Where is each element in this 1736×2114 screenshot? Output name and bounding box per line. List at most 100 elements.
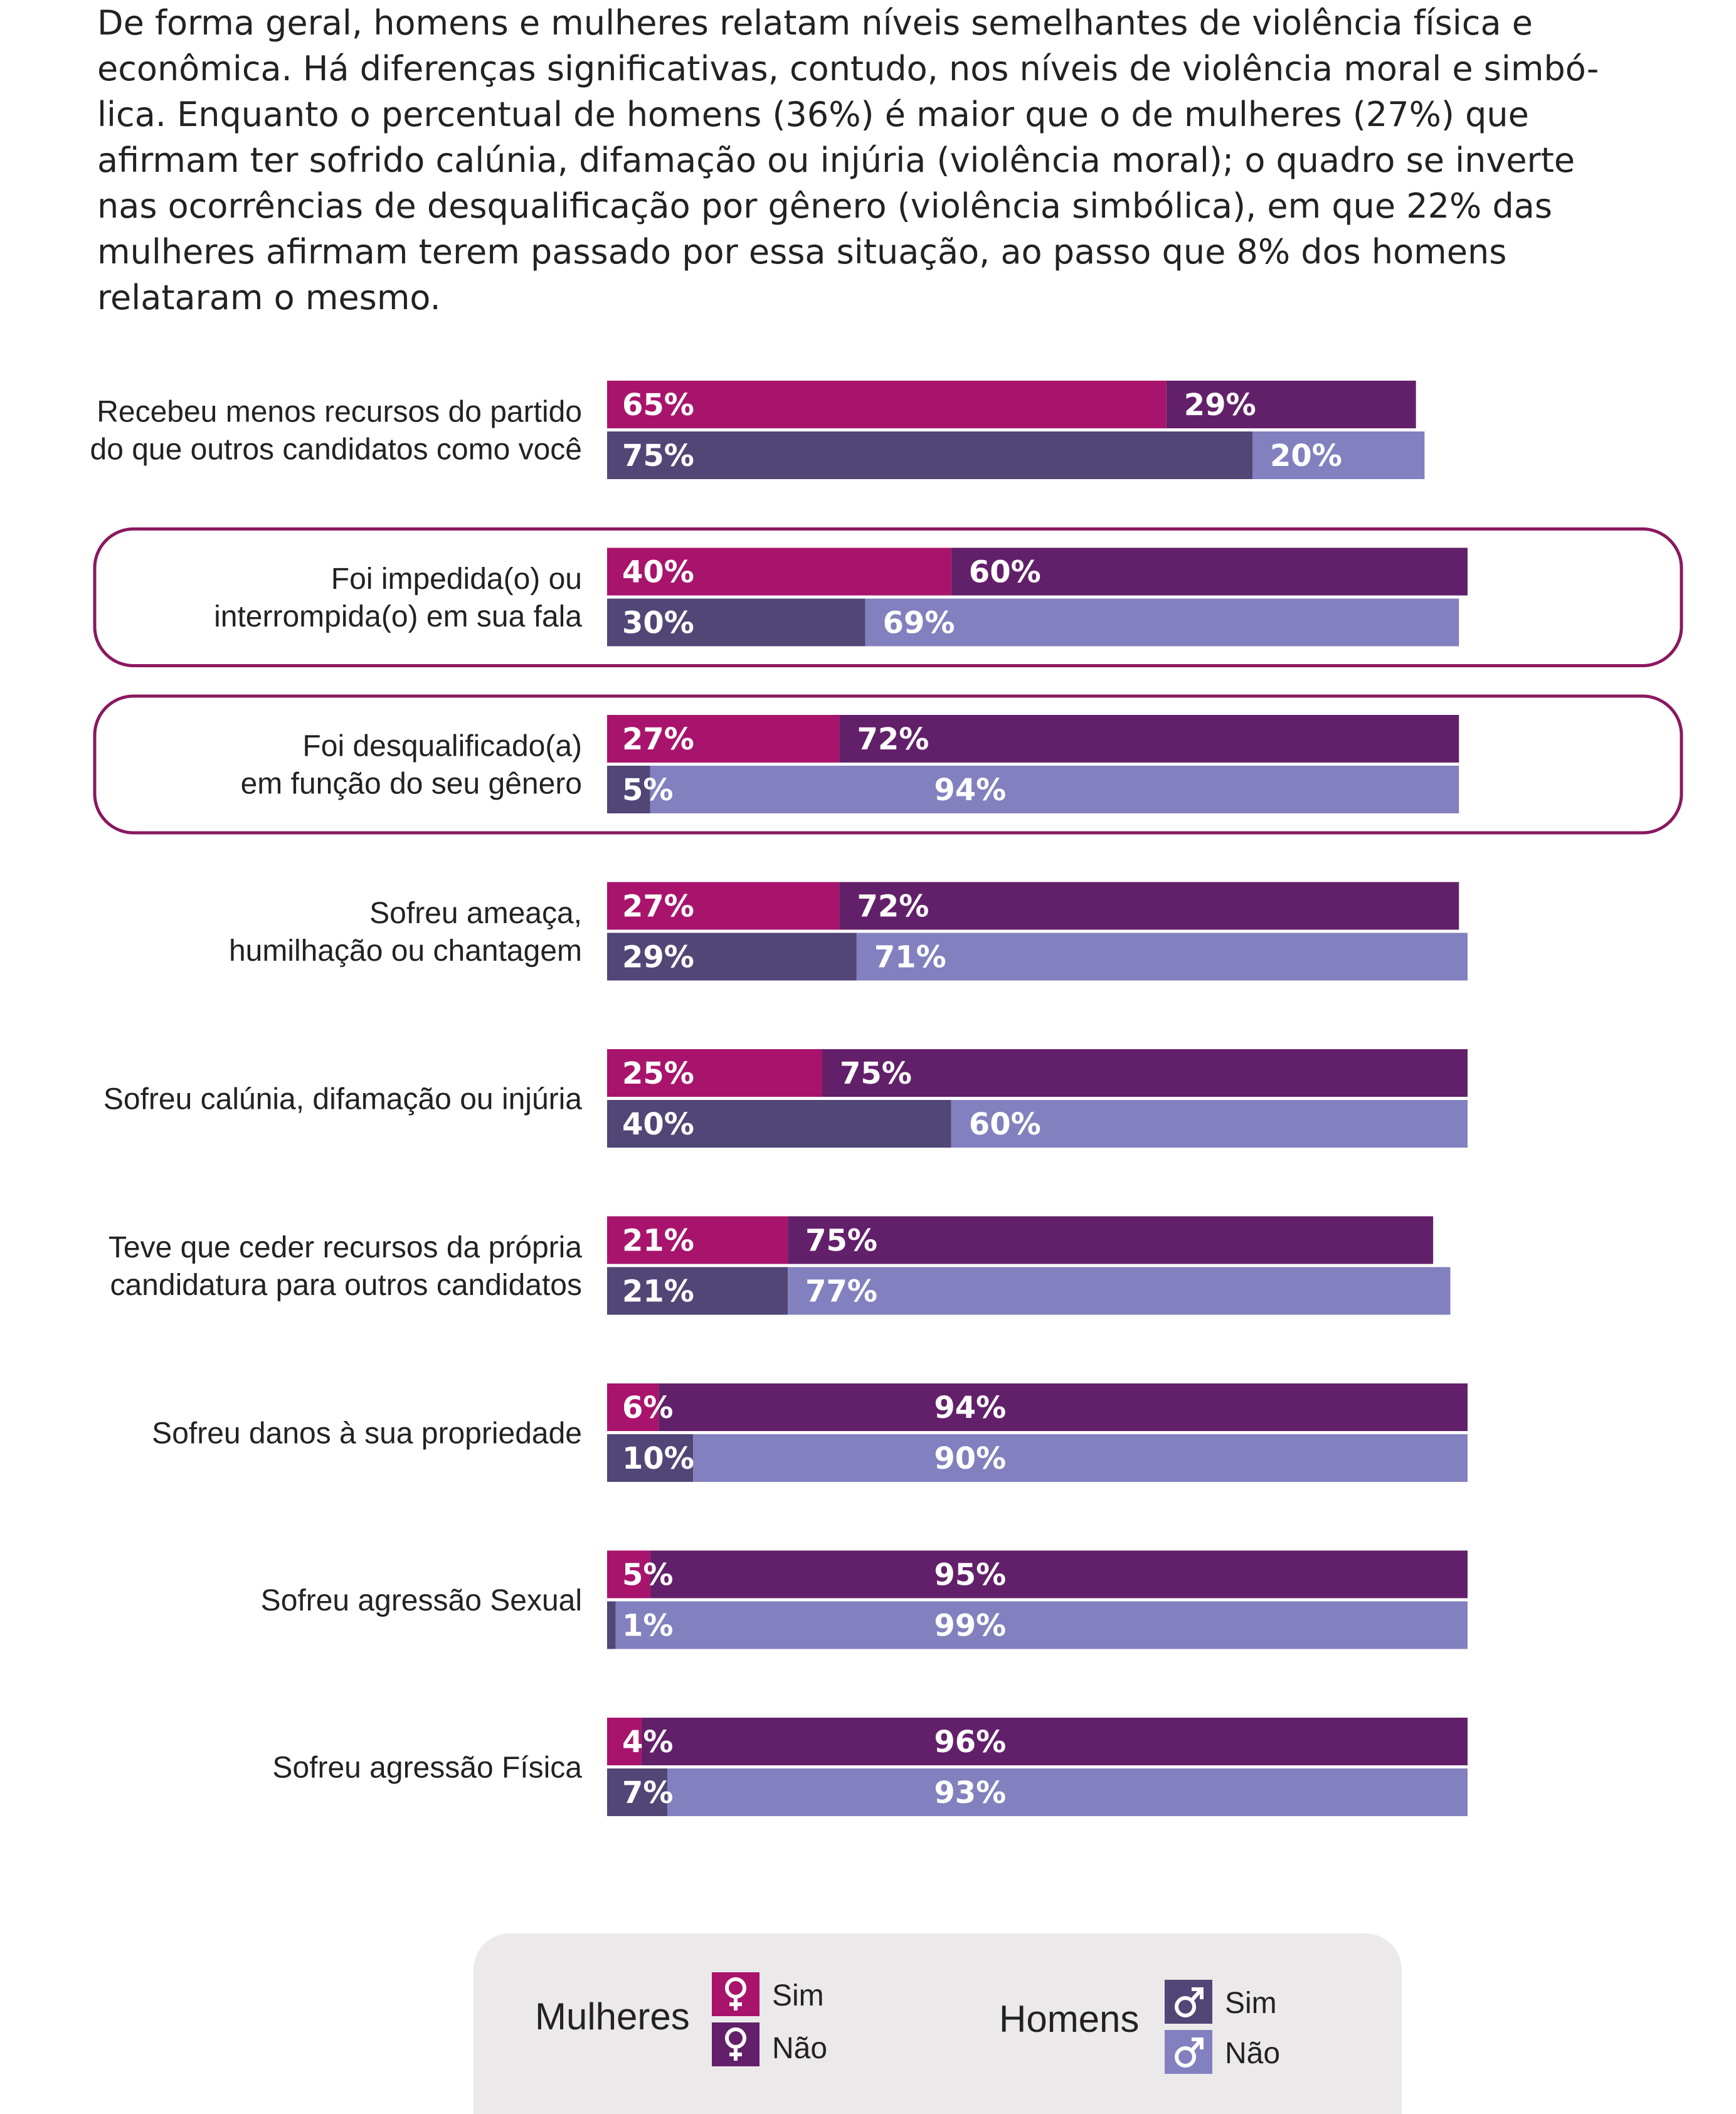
- men-sim-bar: [607, 933, 857, 981]
- category-label: em função do seu gênero: [241, 768, 582, 801]
- men-sim-bar: [607, 1601, 616, 1649]
- men-nao-bar: [865, 598, 1459, 647]
- women-nao-value: 29%: [1184, 388, 1256, 423]
- women-nao-bar: [659, 1383, 1468, 1431]
- category-label: interrompida(o) em sua fala: [214, 600, 582, 633]
- women-sim-value: 6%: [622, 1390, 674, 1425]
- women-nao-bar: [1166, 381, 1416, 428]
- women-sim-value: 27%: [622, 889, 694, 924]
- men-nao-bar: [951, 1100, 1468, 1148]
- women-sim-bar: [607, 1383, 659, 1431]
- legend-women-sim-swatch: [712, 1972, 760, 2016]
- men-nao-value: 71%: [874, 940, 946, 975]
- women-sim-bar: [607, 1049, 822, 1097]
- men-sim-bar: [607, 598, 865, 647]
- legend-women-sim-text: Sim: [772, 1979, 824, 2012]
- men-nao-bar: [693, 1434, 1468, 1482]
- legend-women-nao-swatch: [712, 2022, 760, 2066]
- women-nao-value: 95%: [934, 1558, 1006, 1593]
- men-sim-value: 7%: [622, 1775, 674, 1810]
- women-sim-value: 5%: [622, 1558, 674, 1593]
- women-sim-bar: [607, 1550, 650, 1599]
- highlight-box: [93, 527, 1683, 667]
- men-nao-value: 99%: [934, 1609, 1006, 1644]
- women-sim-bar: [607, 715, 840, 763]
- category-label: Foi desqualificado(a): [302, 730, 582, 763]
- men-sim-value: 10%: [622, 1441, 694, 1476]
- highlight-box: [93, 694, 1683, 835]
- men-sim-value: 75%: [622, 438, 694, 473]
- category-label: Recebeu menos recursos do partido: [97, 396, 582, 429]
- women-sim-value: 4%: [622, 1725, 674, 1760]
- male-symbol-icon: [1175, 1987, 1204, 2017]
- men-sim-bar: [607, 1768, 668, 1816]
- men-sim-bar: [607, 1267, 788, 1315]
- women-nao-value: 60%: [969, 555, 1041, 590]
- women-nao-bar: [839, 882, 1459, 930]
- men-sim-value: 21%: [622, 1274, 694, 1309]
- legend-men-label: Homens: [999, 1998, 1140, 2040]
- women-sim-value: 65%: [622, 388, 694, 423]
- category-label: Sofreu ameaça,: [369, 897, 582, 930]
- women-nao-value: 72%: [857, 722, 929, 757]
- men-sim-value: 30%: [622, 606, 694, 641]
- women-nao-bar: [788, 1216, 1434, 1264]
- category-label: do que outros candidatos como você: [90, 433, 583, 467]
- women-nao-value: 94%: [934, 1390, 1006, 1425]
- men-nao-bar: [615, 1601, 1468, 1649]
- men-sim-value: 40%: [622, 1107, 694, 1142]
- women-sim-value: 21%: [622, 1223, 694, 1259]
- women-nao-bar: [951, 547, 1468, 596]
- category-label: Sofreu agressão Física: [272, 1752, 582, 1785]
- women-nao-value: 75%: [805, 1223, 877, 1259]
- category-label: Sofreu agressão Sexual: [261, 1584, 582, 1617]
- category-label: candidatura para outros candidatos: [110, 1269, 582, 1302]
- men-nao-bar: [788, 1267, 1451, 1315]
- men-sim-bar: [607, 1100, 951, 1148]
- men-nao-bar: [650, 766, 1459, 813]
- men-nao-bar: [856, 933, 1468, 981]
- men-nao-value: 94%: [934, 773, 1006, 808]
- legend-men-nao-text: Não: [1225, 2037, 1281, 2070]
- men-sim-value: 5%: [622, 773, 674, 808]
- men-sim-bar: [607, 766, 650, 813]
- women-nao-bar: [650, 1550, 1468, 1599]
- legend-women-label: Mulheres: [535, 1995, 690, 2037]
- legend-women-nao-text: Não: [772, 2032, 828, 2065]
- women-nao-bar: [839, 715, 1459, 763]
- women-sim-value: 25%: [622, 1056, 694, 1091]
- men-nao-value: 60%: [969, 1107, 1041, 1142]
- women-sim-value: 27%: [622, 722, 694, 757]
- category-label: humilhação ou chantagem: [229, 934, 582, 968]
- men-nao-value: 90%: [934, 1441, 1006, 1476]
- men-sim-bar: [607, 1434, 694, 1482]
- men-nao-value: 69%: [883, 606, 955, 641]
- women-nao-value: 72%: [857, 889, 929, 924]
- legend-men-sim-swatch: [1165, 1980, 1212, 2024]
- men-nao-value: 93%: [934, 1775, 1006, 1810]
- women-sim-value: 40%: [622, 555, 694, 590]
- men-nao-bar: [667, 1768, 1468, 1816]
- men-sim-bar: [607, 431, 1252, 479]
- men-sim-value: 1%: [622, 1609, 674, 1644]
- men-sim-value: 29%: [622, 940, 694, 975]
- intro-paragraph: De forma geral, homens e mulheres relata…: [97, 3, 1599, 317]
- women-sim-bar: [607, 381, 1167, 428]
- women-nao-value: 75%: [840, 1056, 912, 1091]
- legend-men-nao-swatch: [1165, 2030, 1212, 2074]
- women-sim-bar: [607, 1718, 642, 1765]
- category-label: Teve que ceder recursos da própria: [109, 1231, 582, 1264]
- category-label: Foi impedida(o) ou: [331, 563, 582, 596]
- men-nao-bar: [1252, 431, 1425, 479]
- men-nao-value: 77%: [805, 1274, 877, 1309]
- male-symbol-icon: [1175, 2037, 1204, 2068]
- women-sim-bar: [607, 547, 951, 596]
- female-symbol-icon: [725, 1977, 746, 2011]
- legend: Mulheres Sim Não Homens Sim Não: [474, 1933, 1402, 2114]
- category-label: Sofreu calúnia, difamação ou injúria: [103, 1083, 582, 1116]
- women-nao-bar: [822, 1049, 1468, 1097]
- women-sim-bar: [607, 1216, 788, 1264]
- legend-men-sim-text: Sim: [1225, 1987, 1277, 2020]
- men-nao-value: 20%: [1270, 438, 1342, 473]
